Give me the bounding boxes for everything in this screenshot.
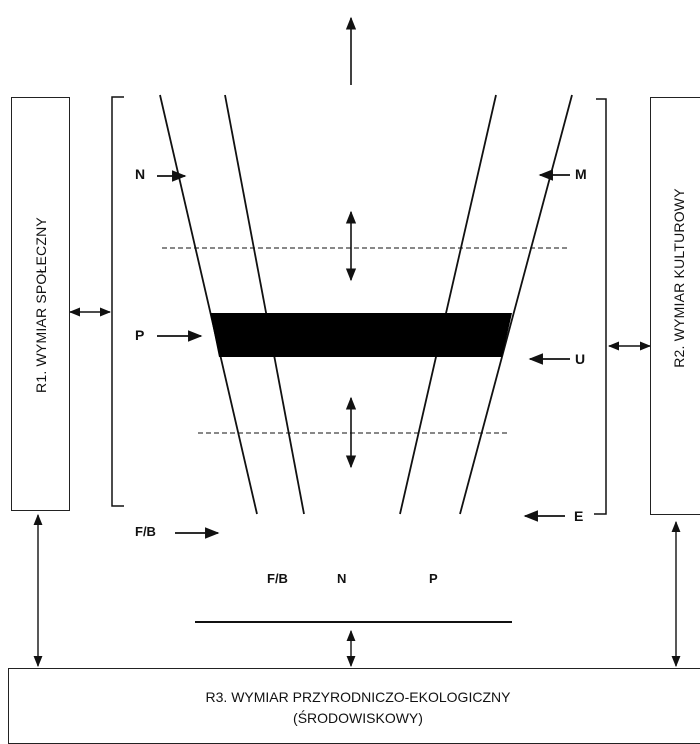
label-u-right: U: [575, 351, 586, 367]
funnel-outer-right-line: [459, 94, 573, 515]
r3-label-line2: (ŚRODOWISKOWY): [293, 710, 423, 726]
r3-box: R3. WYMIAR PRZYRODNICZO-EKOLOGICZNY (ŚRO…: [8, 668, 700, 744]
left-bracket: [111, 96, 124, 507]
label-n-base: N: [337, 571, 347, 586]
label-n-left: N: [135, 166, 146, 182]
label-e-right: E: [574, 508, 584, 524]
label-m-right: M: [575, 166, 587, 182]
r2-label: R2. WYMIAR KULTUROWY: [671, 188, 687, 368]
right-bracket: [594, 98, 607, 515]
label-fb-base: F/B: [267, 571, 288, 586]
black-band: [210, 313, 512, 357]
label-p-base: P: [429, 571, 438, 586]
r3-label-line1: R3. WYMIAR PRZYRODNICZO-EKOLOGICZNY: [205, 689, 511, 705]
funnel-inner-left-line: [224, 94, 305, 515]
funnel-inner-right-line: [399, 94, 497, 515]
funnel-outer-left-line: [159, 94, 258, 515]
r1-box: R1. WYMIAR SPOŁECZNY: [11, 97, 70, 511]
label-fb-left: F/B: [135, 524, 156, 539]
r2-box: R2. WYMIAR KULTUROWY: [650, 97, 700, 515]
label-p-left: P: [135, 327, 145, 343]
r1-label: R1. WYMIAR SPOŁECZNY: [33, 217, 49, 393]
